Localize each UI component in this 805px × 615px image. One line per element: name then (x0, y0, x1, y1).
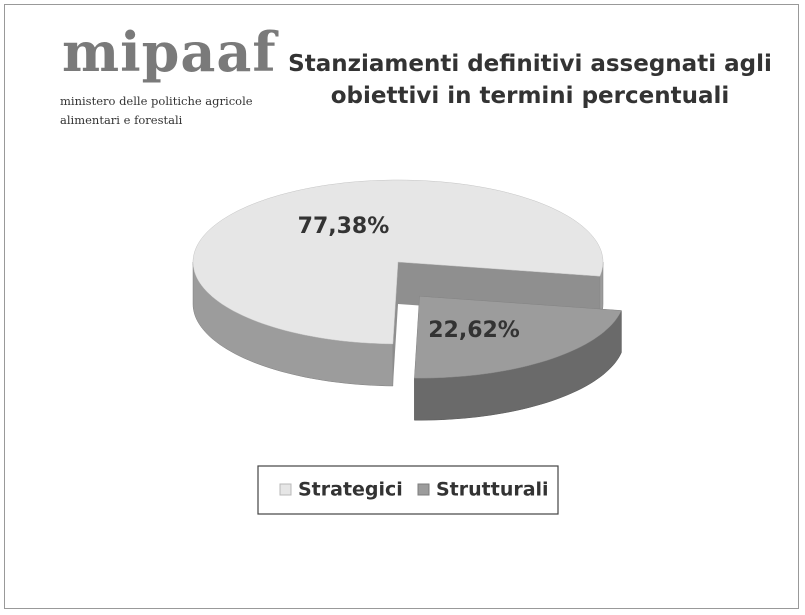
chart-title: Stanziamenti definitivi assegnati agli o… (288, 51, 772, 109)
data-label: 22,62% (428, 318, 520, 343)
pie-slice (192, 179, 604, 345)
logo-subtitle: ministero delle politiche agricole alime… (60, 94, 253, 127)
data-label: 77,38% (298, 214, 390, 239)
slice-wall (392, 262, 398, 386)
legend-label: Strategici (298, 479, 403, 501)
legend-marker (279, 483, 292, 496)
logo-name: mipaaf (62, 20, 277, 84)
pie-slice (414, 295, 622, 379)
legend-marker (417, 483, 430, 496)
legend-box (257, 465, 559, 515)
frame (4, 4, 799, 609)
legend-label: Strutturali (436, 479, 549, 501)
